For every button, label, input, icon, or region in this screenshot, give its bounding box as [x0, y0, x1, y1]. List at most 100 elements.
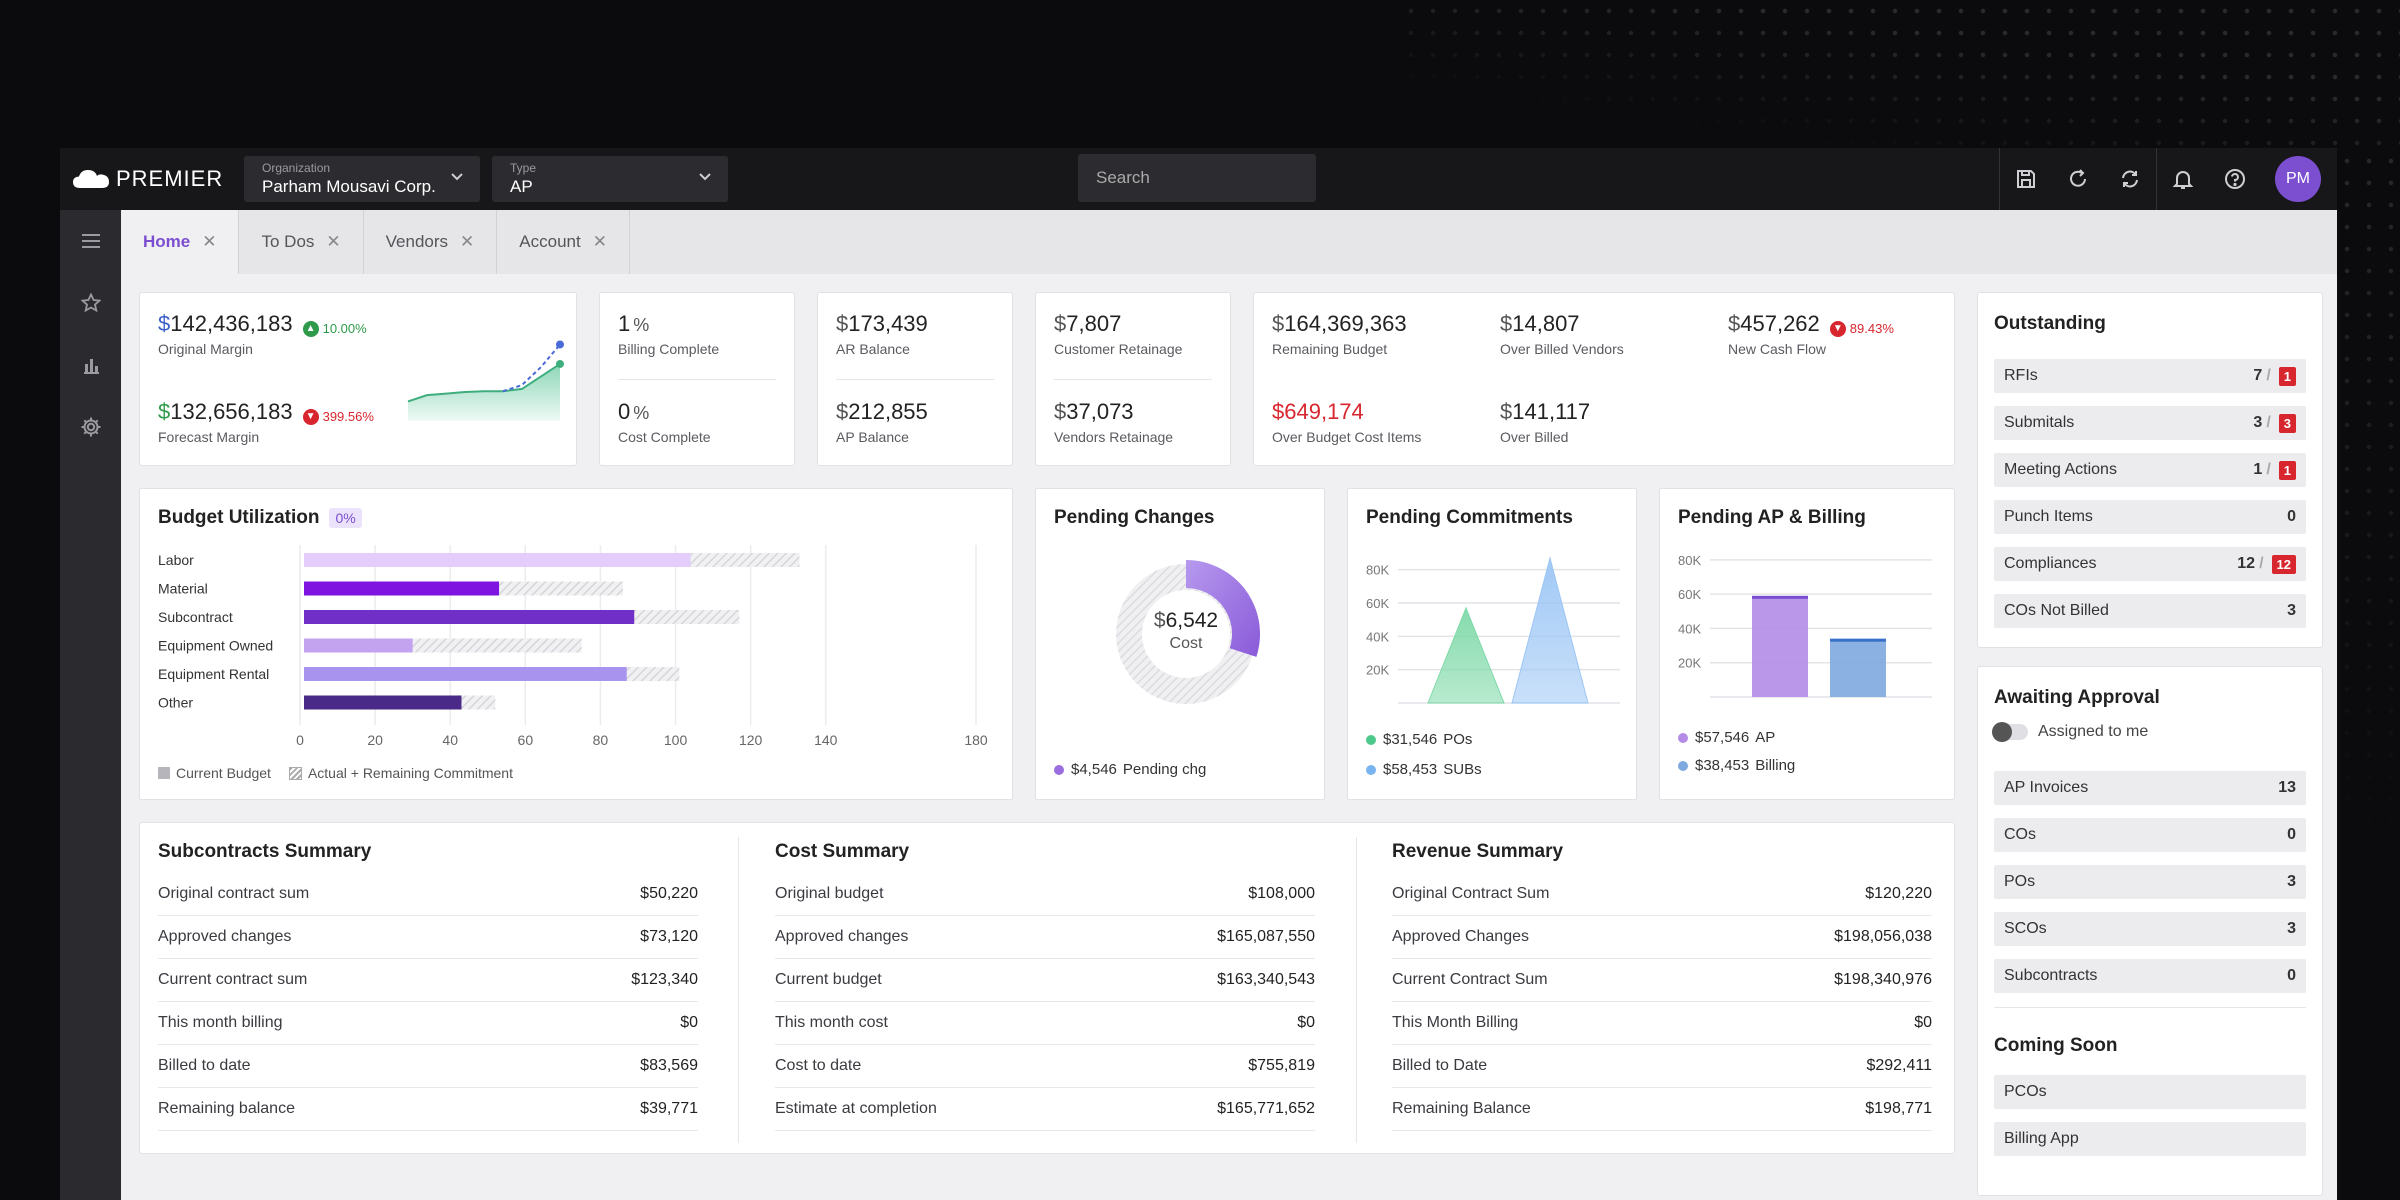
outstanding-item[interactable]: Compliances 12/12 [1994, 547, 2306, 581]
summary-row: Approved changes $73,120 [158, 916, 698, 959]
tab-account[interactable]: Account ✕ [497, 210, 630, 274]
awaiting-item-count: 3 [2287, 873, 2296, 890]
current-budget-bar [304, 581, 500, 596]
separator-slash: / [2266, 461, 2271, 478]
side-nav [60, 210, 121, 1200]
summary-row-label: Original budget [775, 885, 884, 902]
outstanding-item-count: 12 [2237, 555, 2256, 572]
remaining-budget-value: 164,369,363 [1284, 311, 1407, 336]
help-icon[interactable] [2209, 148, 2261, 210]
summary-row-amount: 39,771 [649, 1100, 698, 1117]
y-tick-label: 80K [1366, 563, 1389, 578]
save-icon[interactable] [2000, 148, 2052, 210]
currency-sign: $ [1834, 971, 1844, 988]
currency-sign: $ [1914, 1014, 1924, 1031]
brand-logo[interactable]: PREMIER [72, 166, 244, 192]
toolbar-divider [2156, 148, 2157, 210]
chart-icon[interactable] [60, 334, 121, 396]
awaiting-item[interactable]: Subcontracts 0 [1994, 959, 2306, 993]
y-tick-label: 80K [1678, 553, 1701, 568]
outstanding-item[interactable]: Submitals 3/3 [1994, 406, 2306, 440]
outstanding-item-count: 3 [2253, 414, 2263, 431]
arrow-up-icon: ▲ [302, 320, 319, 337]
summary-row-amount: 73,120 [649, 928, 698, 945]
overdue-count-badge: 3 [2278, 413, 2296, 433]
customer-retainage-label: Customer Retainage [1054, 341, 1183, 357]
pending-commitments-card: Pending Commitments 20K 40K 60K 80K $31,546… [1347, 488, 1637, 800]
summary-row-value: $165,771,652 [1217, 1100, 1315, 1118]
close-icon[interactable]: ✕ [460, 232, 475, 251]
tab-to-dos[interactable]: To Dos ✕ [239, 210, 364, 274]
awaiting-item[interactable]: COs 0 [1994, 818, 2306, 852]
gear-icon[interactable] [60, 396, 121, 458]
close-icon[interactable]: ✕ [592, 232, 607, 251]
sync-icon[interactable] [2104, 148, 2156, 210]
tab-label: Home [143, 232, 191, 251]
awaiting-approval-card: Awaiting Approval Assigned to me AP Invo… [1977, 666, 2323, 1196]
dashboard-main: $142,436,183 ▲ 10.00% Original Margin $132… [121, 274, 2337, 1200]
original-margin-change: ▲ 10.00% [302, 320, 367, 337]
background-dot-pattern [1400, 0, 2400, 150]
summary-row-value: $108,000 [1248, 885, 1315, 903]
category-label: Other [158, 695, 193, 711]
divider [1994, 1007, 2306, 1008]
search-input[interactable] [1078, 154, 1316, 202]
awaiting-item[interactable]: POs 3 [1994, 865, 2306, 899]
sparkline-point [556, 359, 564, 368]
menu-icon[interactable] [60, 210, 121, 272]
awaiting-item-label: COs [2004, 826, 2036, 843]
outstanding-item-label: Punch Items [2004, 508, 2093, 525]
assigned-to-me-toggle[interactable]: Assigned to me [1992, 722, 2148, 742]
summary-row-amount: 165,771,652 [1226, 1100, 1315, 1117]
over-billed-vendors-label: Over Billed Vendors [1500, 341, 1624, 357]
margin-card: $142,436,183 ▲ 10.00% Original Margin $132… [139, 292, 577, 466]
budget-legend: Current Budget Actual + Remaining Commit… [158, 765, 513, 781]
outstanding-item-counts: 3 [2287, 602, 2296, 620]
star-icon[interactable] [60, 272, 121, 334]
change-text: 10.00% [322, 321, 367, 336]
chevron-down-icon [450, 170, 464, 187]
close-icon[interactable]: ✕ [202, 232, 217, 251]
retainage-card: $7,807 Customer Retainage $37,073 Vendors … [1035, 292, 1231, 466]
outstanding-item[interactable]: Meeting Actions 1/1 [1994, 453, 2306, 487]
refresh-icon[interactable] [2052, 148, 2104, 210]
coming-soon-item[interactable]: PCOs [1994, 1075, 2306, 1109]
organization-select[interactable]: Organization Parham Mousavi Corp. [244, 156, 480, 202]
summary-row: Billed to Date $292,411 [1392, 1045, 1932, 1088]
original-margin-label: Original Margin [158, 341, 253, 357]
legend-value: $38,453 [1695, 757, 1750, 774]
new-cash-flow-value: 457,262 [1740, 311, 1820, 336]
tab-home[interactable]: Home ✕ [121, 210, 240, 274]
summary-row-amount: 108,000 [1257, 885, 1315, 902]
coming-soon-item[interactable]: Billing App [1994, 1122, 2306, 1156]
type-select[interactable]: Type AP [492, 156, 728, 202]
budget-utilization-badge: 0% [329, 508, 362, 528]
x-tick-label: 60 [518, 732, 534, 748]
summary-row-label: Remaining balance [158, 1100, 295, 1117]
summary-row: Current budget $163,340,543 [775, 959, 1315, 1002]
outstanding-item[interactable]: RFIs 7/ 1 [1994, 359, 2306, 393]
awaiting-item[interactable]: SCOs 3 [1994, 912, 2306, 946]
current-budget-bar [304, 553, 691, 567]
summary-row-value: $165,087,550 [1217, 928, 1315, 946]
legend-label: SUBs [1443, 761, 1482, 778]
tab-label: Vendors [385, 232, 449, 251]
divider [1356, 837, 1357, 1143]
tab-vendors[interactable]: Vendors ✕ [364, 210, 498, 274]
summary-row-amount: 83,569 [649, 1057, 698, 1074]
summary-row-amount: 292,411 [1875, 1057, 1932, 1074]
outstanding-item[interactable]: Punch Items 0 [1994, 500, 2306, 534]
awaiting-item[interactable]: AP Invoices 13 [1994, 771, 2306, 805]
outstanding-item[interactable]: COs Not Billed 3 [1994, 594, 2306, 628]
legend-value: $57,546 [1695, 729, 1750, 746]
outstanding-item-count: 3 [2287, 602, 2296, 619]
toggle-switch[interactable] [1992, 722, 2028, 742]
close-icon[interactable]: ✕ [326, 232, 341, 251]
summary-row-amount: 0 [1306, 1014, 1315, 1031]
summary-row: Remaining balance $39,771 [158, 1088, 698, 1131]
toolbar-icons: PM [1999, 148, 2337, 210]
user-avatar[interactable]: PM [2275, 156, 2321, 202]
bell-icon[interactable] [2157, 148, 2209, 210]
awaiting-item-label: POs [2004, 873, 2036, 890]
tab-label: To Dos [261, 232, 315, 251]
